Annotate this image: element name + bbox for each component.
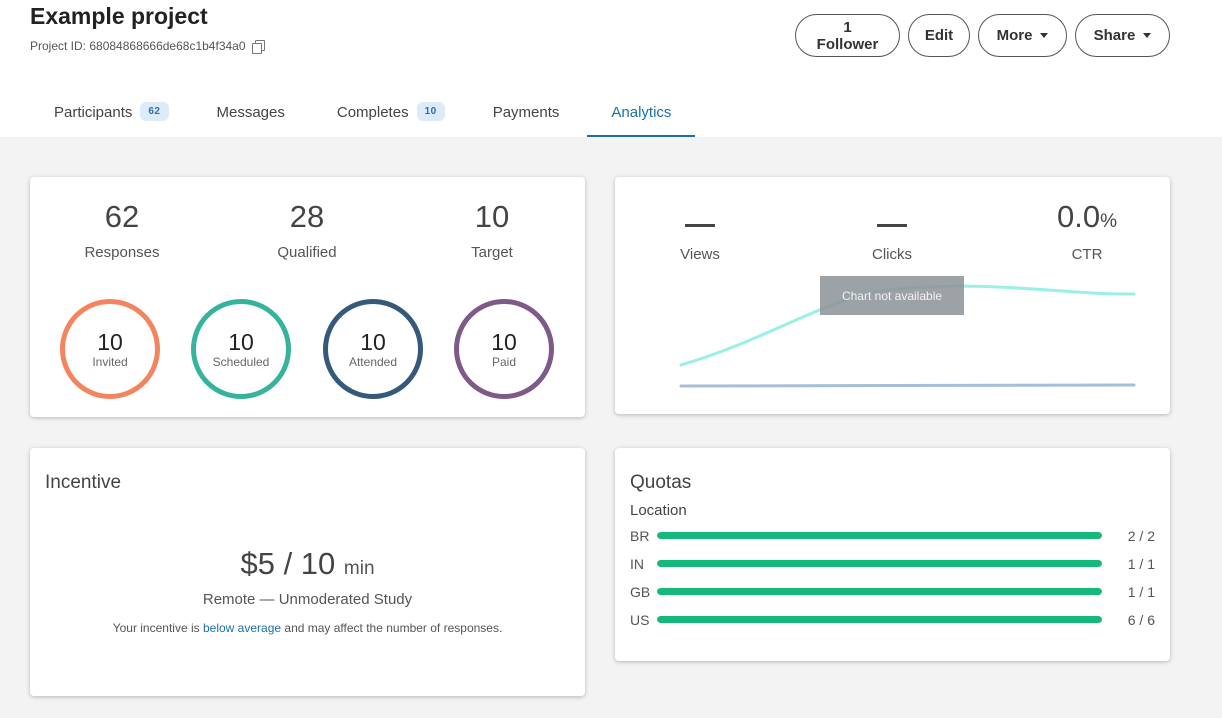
responses-stat: 62 Responses — [47, 199, 197, 261]
incentive-note: Your incentive is below average and may … — [30, 621, 585, 635]
quota-row: US 6 / 6 — [630, 610, 1155, 630]
quota-count: 1 / 1 — [1127, 556, 1155, 572]
count-badge: 10 — [416, 102, 445, 121]
stat-label: Qualified — [277, 244, 337, 261]
attended-ring: 10 Attended — [323, 299, 423, 399]
quota-location: US — [630, 612, 650, 628]
quota-progress-bar — [657, 588, 1102, 595]
copy-icon[interactable] — [251, 40, 265, 54]
quotas-title: Quotas — [630, 472, 692, 493]
edit-button[interactable]: Edit — [908, 14, 970, 57]
page-title: Example project — [30, 3, 208, 29]
tab-label: Completes — [336, 104, 409, 121]
ring-value: 10 — [97, 328, 123, 355]
quota-row: IN 1 / 1 — [630, 554, 1155, 574]
note-suffix: and may affect the number of responses. — [284, 621, 503, 635]
incentive-card: Incentive $5 / 10 min Remote — Unmoderat… — [30, 448, 585, 696]
quota-location: GB — [630, 584, 651, 600]
follower-button[interactable]: 1 Follower — [795, 14, 900, 57]
metric-label: CTR — [1071, 246, 1103, 263]
tab-messages[interactable]: Messages — [193, 90, 313, 137]
stat-label: Target — [471, 244, 513, 261]
tab-payments[interactable]: Payments — [469, 90, 588, 137]
below-average-link[interactable]: below average — [202, 621, 282, 635]
invited-ring: 10 Invited — [60, 299, 160, 399]
tab-label: Messages — [216, 104, 285, 121]
more-button-label: More — [996, 27, 1033, 44]
page-header: Example project Project ID: 68084868666d… — [0, 0, 1222, 137]
more-button[interactable]: More — [978, 14, 1067, 57]
header-actions: 1 Follower Edit More Share — [795, 14, 1170, 57]
project-id: Project ID: 68084868666de68c1b4f34a0 — [30, 39, 265, 54]
ring-value: 10 — [491, 328, 517, 355]
incentive-amount: $5 / 10 — [240, 546, 336, 581]
clicks-value — [877, 224, 907, 227]
incentive-title: Incentive — [45, 472, 122, 493]
chart-line-lower — [679, 383, 1136, 388]
quota-row: BR 2 / 2 — [630, 526, 1155, 546]
chevron-down-icon — [1143, 33, 1152, 38]
tab-label: Participants — [54, 104, 133, 121]
quota-progress-fill — [657, 616, 1102, 623]
note-prefix: Your incentive is — [112, 621, 200, 635]
quota-row: GB 1 / 1 — [630, 582, 1155, 602]
quota-progress-bar — [657, 532, 1102, 539]
quota-progress-fill — [657, 560, 1102, 567]
share-button[interactable]: Share — [1075, 14, 1170, 57]
tab-participants[interactable]: Participants 62 — [30, 90, 193, 137]
quota-progress-bar — [657, 616, 1102, 623]
ring-value: 10 — [360, 328, 386, 355]
tab-analytics[interactable]: Analytics — [587, 90, 696, 137]
stat-value: 62 — [104, 199, 140, 234]
tab-bar: Participants 62 Messages Completes 10 Pa… — [30, 90, 696, 137]
quotas-card: Quotas Location BR 2 / 2 IN 1 / 1 GB 1 /… — [615, 448, 1170, 661]
quota-progress-bar — [657, 560, 1102, 567]
quota-location: IN — [630, 556, 644, 572]
paid-ring: 10 Paid — [454, 299, 554, 399]
stats-card: 62 Responses 28 Qualified 10 Target 10 I… — [30, 177, 585, 417]
ring-value: 10 — [228, 328, 254, 355]
study-type: Remote — Unmoderated Study — [202, 591, 413, 608]
ring-label: Invited — [92, 354, 128, 369]
metric-label: Views — [680, 246, 720, 263]
ring-label: Attended — [348, 354, 398, 369]
ctr-unit: % — [1100, 211, 1117, 232]
views-value — [685, 224, 715, 227]
quota-progress-fill — [657, 588, 1102, 595]
analytics-card: Views Clicks 0.0% CTR Chart not availabl… — [615, 177, 1170, 414]
scheduled-ring: 10 Scheduled — [191, 299, 291, 399]
ring-label: Scheduled — [212, 354, 270, 369]
quotas-subtitle: Location — [630, 502, 687, 519]
tab-label: Analytics — [611, 104, 672, 121]
stat-value: 28 — [289, 199, 325, 234]
ctr-metric: 0.0% CTR — [1002, 199, 1172, 263]
count-badge: 62 — [140, 102, 169, 121]
ctr-value: 0.0 — [1056, 199, 1101, 234]
incentive-unit: min — [343, 558, 375, 579]
tab-completes[interactable]: Completes 10 — [313, 90, 469, 137]
incentive-price: $5 / 10 min — [30, 546, 585, 582]
quota-progress-fill — [657, 532, 1102, 539]
chevron-down-icon — [1040, 33, 1049, 38]
quota-count: 6 / 6 — [1127, 612, 1155, 628]
project-id-text: Project ID: 68084868666de68c1b4f34a0 — [30, 39, 246, 53]
follower-button-label: 1 Follower — [816, 18, 879, 53]
quota-count: 1 / 1 — [1127, 584, 1155, 600]
metric-label: Clicks — [872, 246, 912, 263]
share-button-label: Share — [1093, 27, 1136, 44]
stat-label: Responses — [84, 244, 160, 261]
views-metric: Views — [615, 199, 785, 263]
quota-location: BR — [630, 528, 650, 544]
quota-count: 2 / 2 — [1127, 528, 1155, 544]
target-stat: 10 Target — [417, 199, 567, 261]
stat-value: 10 — [474, 199, 510, 234]
edit-button-label: Edit — [924, 27, 954, 44]
ring-label: Paid — [491, 354, 517, 369]
tab-label: Payments — [492, 104, 560, 121]
clicks-metric: Clicks — [807, 199, 977, 263]
chart-unavailable-message: Chart not available — [820, 276, 964, 315]
qualified-stat: 28 Qualified — [232, 199, 382, 261]
